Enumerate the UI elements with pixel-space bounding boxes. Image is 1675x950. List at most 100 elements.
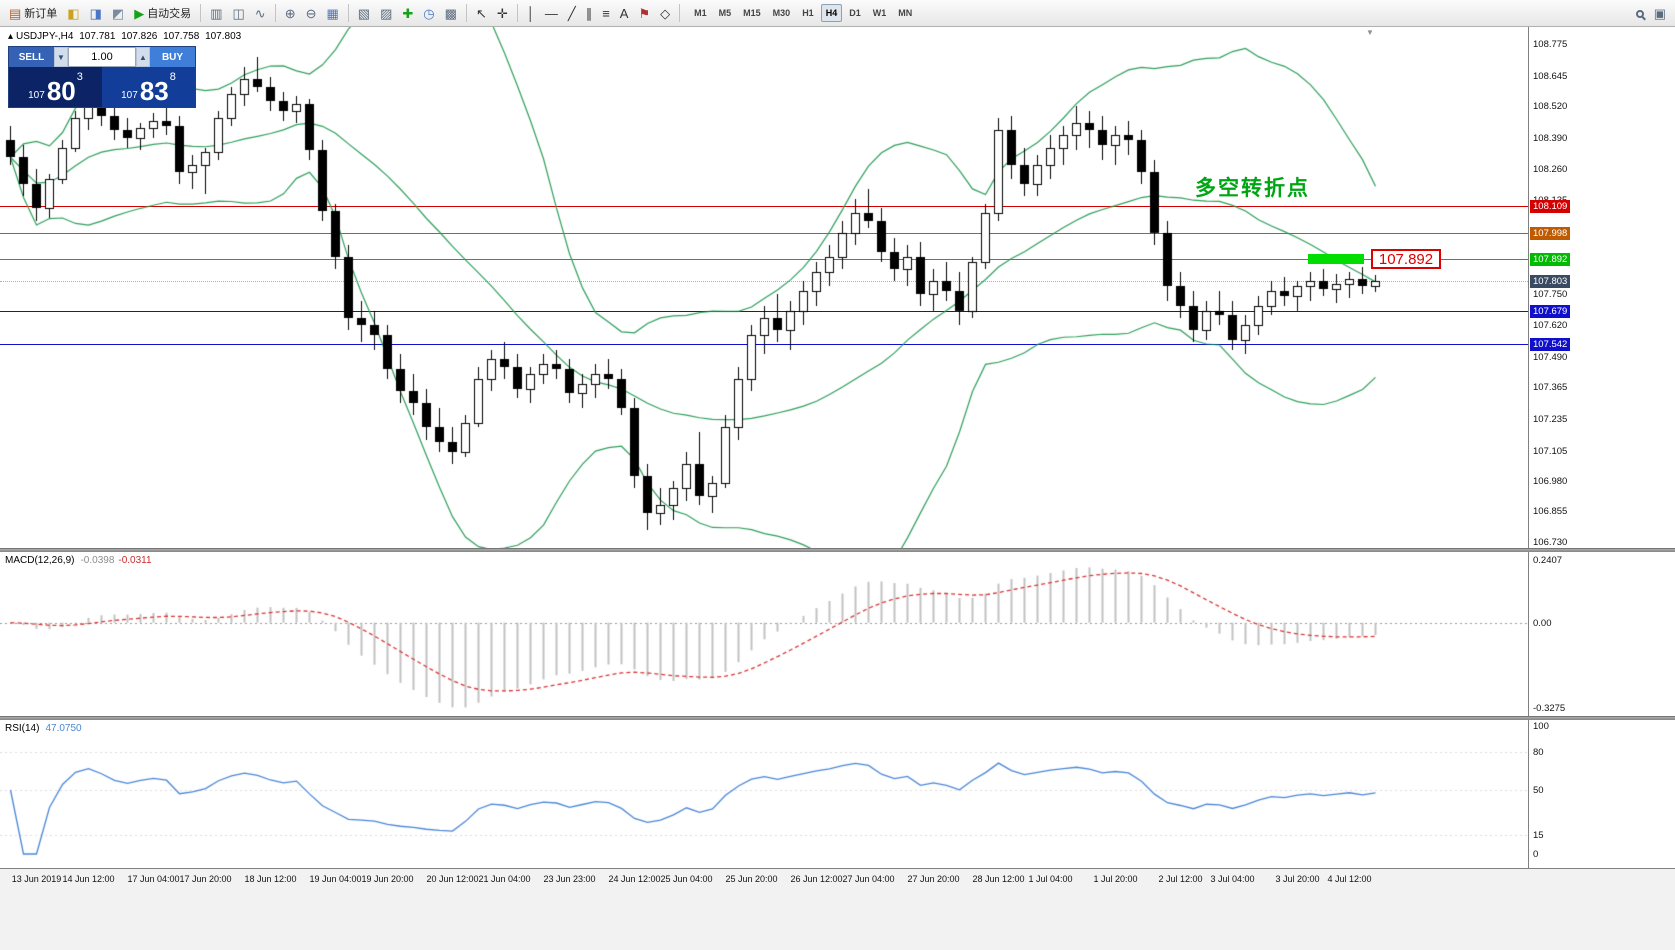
fibonacci-button[interactable]: ≡ [598,3,614,24]
periods-icon: ◷ [423,5,435,21]
tile-windows-button[interactable]: ▦ [323,3,343,24]
bar-chart-button[interactable]: ▥ [206,3,226,24]
window-list-button[interactable]: ▣ [1650,3,1670,24]
price-tick: 108.390 [1533,133,1568,144]
cursor-button[interactable]: ↖ [472,3,491,24]
volume-down-button[interactable]: ▼ [54,47,68,67]
bar-chart-icon: ▥ [210,5,223,21]
price-tick: 0 [1533,849,1539,860]
price-axis[interactable]: 108.775 108.645 108.520 108.390 108.260 108.1… [1528,27,1675,868]
time-tick: 13 Jun 2019 [11,874,62,884]
macd-canvas[interactable] [0,552,1528,716]
symbol-collapse-marker[interactable]: ▴ [8,31,14,42]
buy-price[interactable]: 107 83 8 [102,67,195,107]
market-watch-button[interactable]: ◧ [63,3,83,24]
templates-button[interactable]: ▩ [441,3,461,24]
autotrade-button[interactable]: ▶ 自动交易 [130,3,195,24]
price-tick: 108.520 [1533,101,1568,112]
shapes-button[interactable]: ◇ [656,3,674,24]
toolbar-separator [347,4,349,22]
search-button[interactable] [1632,3,1648,24]
autotrade-label: 自动交易 [147,8,192,20]
rsi-panel-splitter[interactable] [0,716,1675,720]
price-tick: 107.620 [1533,320,1568,331]
horizontal-line-button[interactable]: ― [541,3,562,24]
time-tick: 1 Jul 04:00 [1028,874,1073,884]
chart-shift-marker[interactable]: ▼ [1366,28,1374,37]
time-tick: 14 Jun 12:00 [62,874,115,884]
macd-value-signal: -0.0311 [118,555,152,566]
search-icon [1635,7,1644,20]
buy-price-prefix: 107 [121,90,138,101]
label-button[interactable]: ⚑ [634,3,654,24]
pivot-annotation-text[interactable]: 多空转折点 [1195,177,1310,200]
time-tick: 25 Jun 04:00 [660,874,713,884]
time-tick: 3 Jul 04:00 [1210,874,1255,884]
sell-price[interactable]: 107 80 3 [9,67,102,107]
price-tick: 0.2407 [1533,555,1563,566]
horizontal-line-icon: ― [544,5,558,21]
data-window-button[interactable]: ◨ [86,3,106,24]
time-tick: 19 Jun 20:00 [361,874,414,884]
candle-chart-button[interactable]: ◫ [228,3,248,24]
new-chart-button[interactable]: ▧ [354,3,374,24]
time-axis[interactable]: 13 Jun 2019 14 Jun 12:00 17 Jun 04:00 17 Ju… [0,868,1675,950]
one-click-trading-panel: SELL ▼ 1.00 ▲ BUY 107 80 3 107 83 8 [8,46,196,108]
time-tick: 21 Jun 04:00 [478,874,531,884]
timeframe-mn[interactable]: MN [898,8,913,18]
trendline-button[interactable]: ╱ [564,3,580,24]
time-tick: 23 Jun 23:00 [543,874,596,884]
timeframe-h4[interactable]: H4 [820,4,843,22]
periods-button[interactable]: ◷ [419,3,438,24]
price-tick: 108.775 [1533,39,1568,50]
price-tick: 15 [1533,830,1544,841]
main-chart-canvas[interactable] [0,27,1528,548]
timeframe-w1[interactable]: W1 [872,8,887,18]
timeframe-d1[interactable]: D1 [849,8,861,18]
crosshair-button[interactable]: ✛ [493,3,512,24]
text-button[interactable]: A [616,3,633,24]
line-price-label: 107.803 [1530,275,1571,288]
channel-button[interactable]: ∥ [582,3,597,24]
time-tick: 17 Jun 04:00 [127,874,180,884]
price-tick: 100 [1533,721,1549,732]
indicators-button[interactable]: ✚ [398,3,417,24]
buy-button[interactable]: BUY [150,47,195,67]
timeframe-h1[interactable]: H1 [802,8,814,18]
new-order-icon: ▤ [9,5,22,21]
toolbar-separator [679,4,681,22]
volume-input[interactable]: 1.00 [68,47,136,67]
price-callout-label[interactable]: 107.892 [1371,249,1441,269]
vertical-line-button[interactable]: │ [523,3,539,24]
autotrade-icon: ▶ [134,5,145,21]
tile-windows-icon: ▦ [326,5,339,21]
highlight-rectangle[interactable] [1308,254,1364,264]
sell-button[interactable]: SELL [9,47,54,67]
label-icon: ⚑ [638,5,651,21]
line-price-label: 107.542 [1530,338,1571,351]
price-tick: 50 [1533,785,1544,796]
navigator-button[interactable]: ◩ [108,3,128,24]
timeframe-m30[interactable]: M30 [772,8,791,18]
price-tick: 106.980 [1533,476,1568,487]
new-order-button[interactable]: ▤ 新订单 [5,3,61,24]
line-chart-button[interactable]: ∿ [251,3,270,24]
zoom-out-button[interactable]: ⊖ [302,3,321,24]
timeframe-m1[interactable]: M1 [694,8,707,18]
price-tick: 107.105 [1533,446,1568,457]
sell-price-prefix: 107 [28,90,45,101]
profiles-button[interactable]: ▨ [376,3,396,24]
rsi-canvas[interactable] [0,720,1528,868]
volume-up-button[interactable]: ▲ [136,47,150,67]
time-tick: 1 Jul 20:00 [1093,874,1138,884]
chevron-down-icon: ▼ [57,52,65,62]
time-tick: 2 Jul 12:00 [1158,874,1203,884]
macd-value-main: -0.0398 [80,555,115,566]
timeframe-m5[interactable]: M5 [718,8,732,18]
zoom-in-button[interactable]: ⊕ [281,3,300,24]
time-tick: 17 Jun 20:00 [179,874,232,884]
line-price-label: 108.109 [1530,200,1571,213]
macd-panel-splitter[interactable] [0,548,1675,552]
timeframe-m15[interactable]: M15 [743,8,761,18]
buy-price-big: 83 [139,76,169,106]
